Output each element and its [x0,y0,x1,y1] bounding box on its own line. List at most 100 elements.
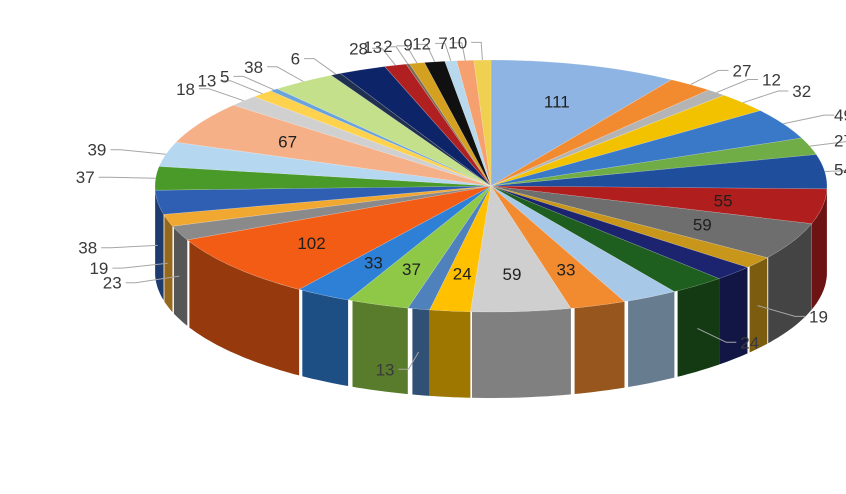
data-label-24: 18 [176,80,195,99]
data-label-34: 7 [438,34,447,53]
pie-slice-side-8 [768,223,812,344]
pie-slice-17 [347,185,492,309]
data-label-30: 13 [363,38,382,57]
pie-slice-side-7 [811,188,827,310]
pie-slice-9 [490,185,769,268]
pie-slice-side-9 [749,257,768,353]
pie-depth-group [155,188,827,398]
data-label-4: 49 [834,106,846,125]
data-label-3: 32 [792,82,811,101]
pie-slice-12 [490,185,676,302]
pie-slice-7 [490,185,828,225]
leader-line-6 [824,170,846,172]
data-label-23: 67 [278,133,297,152]
data-label-28: 6 [291,50,300,69]
leader-line-22 [110,149,166,155]
pie-slice-2 [490,89,725,187]
data-label-26: 5 [220,67,229,86]
pie-slice-33 [405,63,492,187]
pie-slice-25 [175,104,492,187]
leader-line-20 [101,244,158,249]
leader-line-33 [435,42,452,62]
leader-line-30 [386,46,409,65]
data-label-18: 23 [103,274,122,293]
leader-line-1 [690,69,729,86]
leader-line-9 [757,305,805,317]
data-label-5: 27 [834,132,846,151]
data-label-6: 54 [834,161,846,180]
pie-slice-side-21 [164,215,173,313]
data-label-27: 38 [244,58,263,77]
pie-slice-29 [276,74,492,187]
pie-top-group [154,59,828,313]
pie-slice-13 [490,185,626,309]
pie-slice-side-14 [472,308,571,398]
pie-slice-side-19 [189,241,300,376]
leader-line-3 [742,90,789,104]
leader-line-group [98,41,846,370]
leader-line-35 [471,41,483,61]
pie-slice-side-11 [677,278,719,377]
data-label-20: 38 [78,239,97,258]
pie-slice-26 [232,96,492,187]
data-label-11: 33 [557,261,576,280]
pie-slice-36 [444,60,492,187]
pie-slice-side-16 [412,308,430,396]
pie-slice-0 [490,59,673,187]
pie-slice-28 [269,88,492,187]
pie-slice-6 [490,154,828,190]
pie-slice-side-12 [628,291,675,387]
leader-line-2 [716,79,758,94]
leader-line-14 [398,351,420,370]
data-label-15: 37 [402,260,421,279]
pie-slice-side-17 [352,300,408,395]
pie-slice-23 [154,166,492,191]
leader-line-34 [451,42,466,61]
data-label-33: 12 [412,34,431,53]
pie-slice-8 [490,185,813,259]
data-label-0: 111 [544,92,570,111]
data-label-35: 10 [448,33,467,52]
pie-slice-16 [407,185,492,311]
leader-line-18 [125,275,180,284]
pie-slice-side-20 [173,227,188,326]
data-label-16: 33 [364,253,383,272]
pie-slice-side-22 [155,190,164,301]
data-label-13: 24 [453,265,472,284]
pie-slice-20 [171,185,492,241]
leader-line-24 [199,88,244,102]
pie-slice-18 [298,185,492,301]
leader-line-32 [416,43,436,63]
leader-line-25 [220,80,263,95]
pie-slice-31 [339,66,492,187]
data-label-8: 59 [693,216,712,235]
pie-slice-35 [424,60,492,187]
pie-slice-15 [429,185,492,313]
leader-line-28 [304,58,337,75]
pie-slice-21 [163,185,492,227]
pie-slice-30 [330,73,492,187]
pie-slice-4 [490,110,803,187]
leader-line-5 [809,141,846,147]
data-label-22: 39 [87,141,106,160]
data-label-2: 12 [762,71,781,90]
pie-slice-side-13 [574,301,625,394]
leader-line-4 [783,114,835,125]
data-label-10: 24 [740,333,759,352]
data-label-29: 28 [349,39,368,58]
pie-slice-10 [490,185,749,279]
pie-slice-22 [154,185,492,215]
leader-line-26 [233,75,275,91]
data-label-17: 102 [297,234,325,253]
leader-line-27 [267,66,304,82]
leader-line-10 [697,327,737,343]
data-label-1: 27 [733,61,752,80]
pie-slice-19 [186,185,492,290]
pie-slice-side-15 [429,309,471,398]
pie-slice-side-10 [719,267,748,365]
pie-slice-5 [490,137,817,187]
pie-slice-11 [490,185,720,292]
data-label-group: 1112712324927545559192433592413373310223… [76,33,846,379]
leader-line-31 [396,45,418,64]
